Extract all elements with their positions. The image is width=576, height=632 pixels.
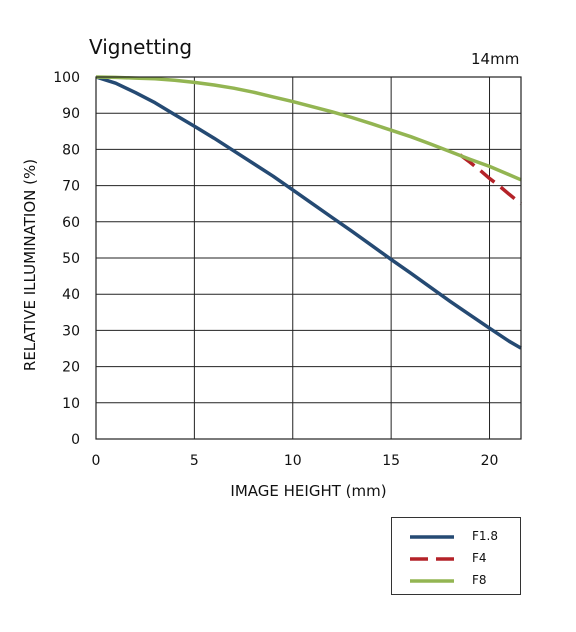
- y-tick-label: 60: [62, 215, 80, 231]
- legend-item-f4: F4: [392, 550, 520, 570]
- y-tick-label: 0: [71, 432, 80, 448]
- legend-item-f1-8: F1.8: [392, 528, 520, 548]
- legend: F1.8 F4 F8: [391, 517, 521, 595]
- series-line-f4: [458, 153, 523, 206]
- y-tick-label: 90: [62, 106, 80, 122]
- plot-frame: [95, 76, 522, 440]
- series-line-f1-8: [95, 75, 522, 350]
- y-tick-label: 40: [62, 287, 80, 303]
- y-tick-label: 100: [53, 70, 80, 86]
- legend-swatch-f1-8: [410, 535, 454, 539]
- legend-swatch-f4: [410, 557, 454, 561]
- y-tick-label: 80: [62, 142, 80, 158]
- legend-label-f4: F4: [472, 551, 487, 565]
- x-tick-label: 5: [190, 453, 199, 469]
- x-tick-label: 10: [284, 453, 302, 469]
- legend-label-f8: F8: [472, 573, 487, 587]
- legend-swatch-f8: [410, 579, 454, 583]
- grid: [95, 76, 521, 440]
- x-tick-labels: 0 5 10 15 20: [92, 453, 499, 469]
- series-line-f8: [95, 75, 522, 182]
- y-tick-label: 70: [62, 179, 80, 195]
- x-tick-label: 0: [92, 453, 101, 469]
- legend-label-f1-8: F1.8: [472, 529, 498, 543]
- x-tick-label: 15: [382, 453, 400, 469]
- x-tick-label: 20: [481, 453, 499, 469]
- y-tick-label: 20: [62, 360, 80, 376]
- y-axis-label: RELATIVE ILLUMINATION (%): [21, 159, 39, 371]
- y-tick-label: 50: [62, 251, 80, 267]
- x-axis-label: IMAGE HEIGHT (mm): [230, 482, 386, 500]
- chart-subtitle: 14mm: [471, 50, 520, 68]
- y-tick-label: 10: [62, 396, 80, 412]
- chart-title: Vignetting: [89, 35, 193, 59]
- y-tick-label: 30: [62, 323, 80, 339]
- legend-item-f8: F8: [392, 572, 520, 592]
- series-layer: [95, 75, 523, 350]
- y-tick-labels: 0 10 20 30 40 50 60 70 80 90 100: [53, 70, 80, 448]
